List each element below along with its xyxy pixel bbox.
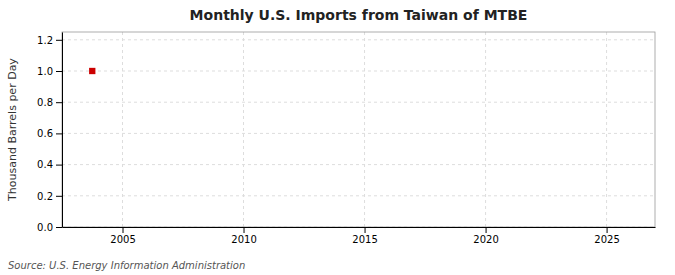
x-tick-mark: [607, 227, 608, 233]
grid-line-x: [243, 32, 244, 227]
plot-area: 2005 2010 2015 2020 2025 0.0 0.2 0.4 0.6 0.8 1.0 1.…: [37, 32, 655, 245]
chart-svg: 2005 2010 2015 2020 2025 0.0 0.2 0.4 0.6 0.8 1.0 1.…: [0, 0, 675, 275]
y-tick-mark: [56, 196, 62, 197]
grid-line-y: [62, 164, 655, 165]
y-tick: 0.2: [37, 191, 62, 202]
y-tick: 0.4: [37, 159, 62, 170]
x-tick-label: 2020: [473, 234, 498, 245]
plot-frame: [62, 32, 655, 227]
y-tick-mark: [56, 40, 62, 41]
x-axis: 2005 2010 2015 2020 2025: [63, 227, 656, 245]
data-point: [89, 68, 95, 74]
y-tick-label: 1.0: [37, 66, 53, 77]
x-tick-label: 2010: [231, 234, 256, 245]
x-tick-label: 2025: [594, 234, 619, 245]
y-tick: 1.2: [37, 35, 62, 46]
y-tick-label: 0.8: [37, 97, 53, 108]
y-tick-mark: [56, 102, 62, 103]
grid-line-x: [606, 32, 607, 227]
x-tick: 2020: [473, 227, 498, 245]
x-tick-label: 2015: [352, 234, 377, 245]
y-tick: 0.8: [37, 97, 62, 108]
chart-title: Monthly U.S. Imports from Taiwan of MTBE: [190, 7, 528, 23]
source-note: Source: U.S. Energy Information Administ…: [8, 260, 245, 271]
x-tick-label: 2005: [110, 234, 135, 245]
y-tick-label: 0.4: [37, 159, 53, 170]
x-tick: 2010: [231, 227, 256, 245]
grid-line-y: [62, 102, 655, 103]
y-axis-label: Thousand Barrels per Day: [6, 58, 19, 202]
x-tick-mark: [486, 227, 487, 233]
y-tick-mark: [56, 133, 62, 134]
grid-line-y: [62, 133, 655, 134]
y-tick-label: 0.6: [37, 128, 53, 139]
y-tick-mark: [56, 165, 62, 166]
grid-line-x: [485, 32, 486, 227]
grid-line-y: [62, 39, 655, 40]
y-axis-line: [62, 33, 63, 228]
x-axis-line: [63, 227, 656, 228]
grid: [62, 32, 655, 227]
grid-line-x: [364, 32, 365, 227]
y-tick-mark: [56, 227, 62, 228]
x-tick-mark: [365, 227, 366, 233]
grid-line-x: [122, 32, 123, 227]
grid-line-y: [62, 195, 655, 196]
x-tick-mark: [244, 227, 245, 233]
y-tick: 0.0: [37, 222, 62, 233]
y-axis: 0.0 0.2 0.4 0.6 0.8 1.0 1.2: [37, 33, 62, 233]
y-tick-label: 0.0: [37, 222, 53, 233]
x-tick: 2015: [352, 227, 377, 245]
x-tick-mark: [123, 227, 124, 233]
y-tick: 1.0: [37, 66, 62, 77]
y-tick: 0.6: [37, 128, 62, 139]
x-tick: 2005: [110, 227, 135, 245]
marks: [89, 68, 95, 74]
grid-line-y: [62, 71, 655, 72]
x-tick: 2025: [594, 227, 619, 245]
y-tick-label: 0.2: [37, 191, 53, 202]
chart-container: 2005 2010 2015 2020 2025 0.0 0.2 0.4 0.6 0.8 1.0 1.…: [0, 0, 675, 275]
y-tick-label: 1.2: [37, 35, 53, 46]
y-tick-mark: [56, 71, 62, 72]
